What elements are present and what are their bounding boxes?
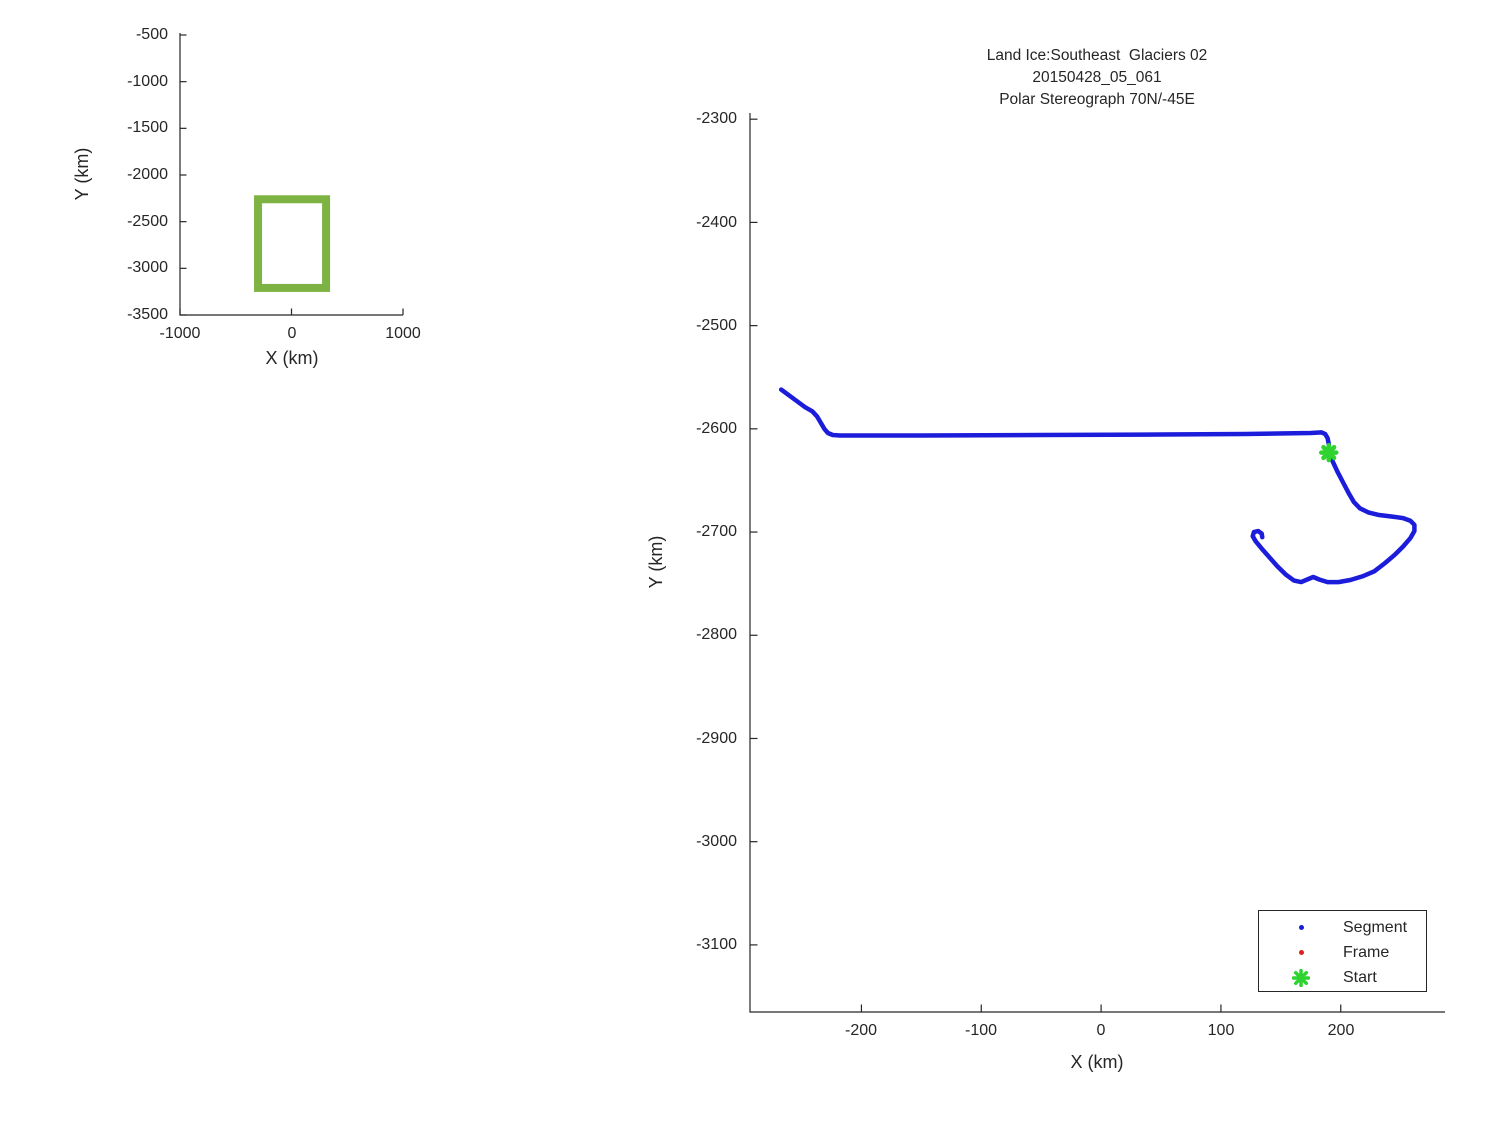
y-tick-label: -2800 bbox=[696, 626, 737, 643]
x-tick-label: -200 bbox=[844, 1022, 878, 1039]
x-tick-label: 1000 bbox=[385, 325, 421, 342]
plot-subtitle-mission: 20150428_05_061 bbox=[1032, 69, 1162, 86]
y-tick-label: -500 bbox=[135, 26, 168, 43]
legend-marker-cell bbox=[1259, 968, 1343, 987]
main-y-axis-label: Y (km) bbox=[646, 535, 666, 589]
y-tick-label: -2300 bbox=[696, 110, 737, 127]
y-tick-label: -2400 bbox=[696, 214, 737, 231]
y-tick-label: -3100 bbox=[696, 936, 737, 953]
y-tick-label: -2000 bbox=[127, 166, 168, 183]
y-tick-label: -2600 bbox=[696, 420, 737, 437]
legend-label-start: Start bbox=[1343, 968, 1377, 986]
y-tick-label: -3500 bbox=[127, 306, 168, 323]
plot-subtitle-projection: Polar Stereograph 70N/-45E bbox=[999, 91, 1195, 108]
y-tick-label: -2900 bbox=[696, 730, 737, 747]
legend-label-frame: Frame bbox=[1343, 943, 1390, 961]
y-tick-label: -3000 bbox=[127, 259, 168, 276]
start-star-icon bbox=[1292, 968, 1310, 987]
y-tick-label: -1000 bbox=[127, 73, 168, 90]
legend-label-segment: Segment bbox=[1343, 918, 1408, 936]
legend: Segment Frame Start bbox=[1258, 910, 1427, 992]
x-tick-label: 0 bbox=[287, 325, 297, 342]
y-tick-label: -3000 bbox=[696, 833, 737, 850]
x-tick-label: 100 bbox=[1207, 1022, 1235, 1039]
segment-dot-icon bbox=[1298, 925, 1304, 930]
x-tick-label: -1000 bbox=[159, 325, 201, 342]
y-tick-label: -2700 bbox=[696, 523, 737, 540]
frame-dot-icon bbox=[1298, 950, 1304, 955]
y-tick-label: -2500 bbox=[127, 213, 168, 230]
x-tick-label: 200 bbox=[1327, 1022, 1355, 1039]
legend-item-start: Start bbox=[1259, 965, 1426, 990]
x-tick-label: 0 bbox=[1096, 1022, 1106, 1039]
x-tick-label: -100 bbox=[964, 1022, 998, 1039]
y-tick-label: -1500 bbox=[127, 119, 168, 136]
main-x-axis-label: X (km) bbox=[1070, 1052, 1124, 1072]
legend-item-frame: Frame bbox=[1259, 940, 1426, 965]
legend-marker-cell bbox=[1259, 950, 1343, 955]
plot-title: Land Ice:Southeast Glaciers 02 bbox=[986, 47, 1208, 64]
y-tick-label: -2500 bbox=[696, 317, 737, 334]
overview-y-axis-label: Y (km) bbox=[72, 147, 92, 201]
legend-marker-cell bbox=[1259, 925, 1343, 930]
overview-x-axis-label: X (km) bbox=[265, 348, 319, 368]
legend-item-segment: Segment bbox=[1259, 915, 1426, 940]
